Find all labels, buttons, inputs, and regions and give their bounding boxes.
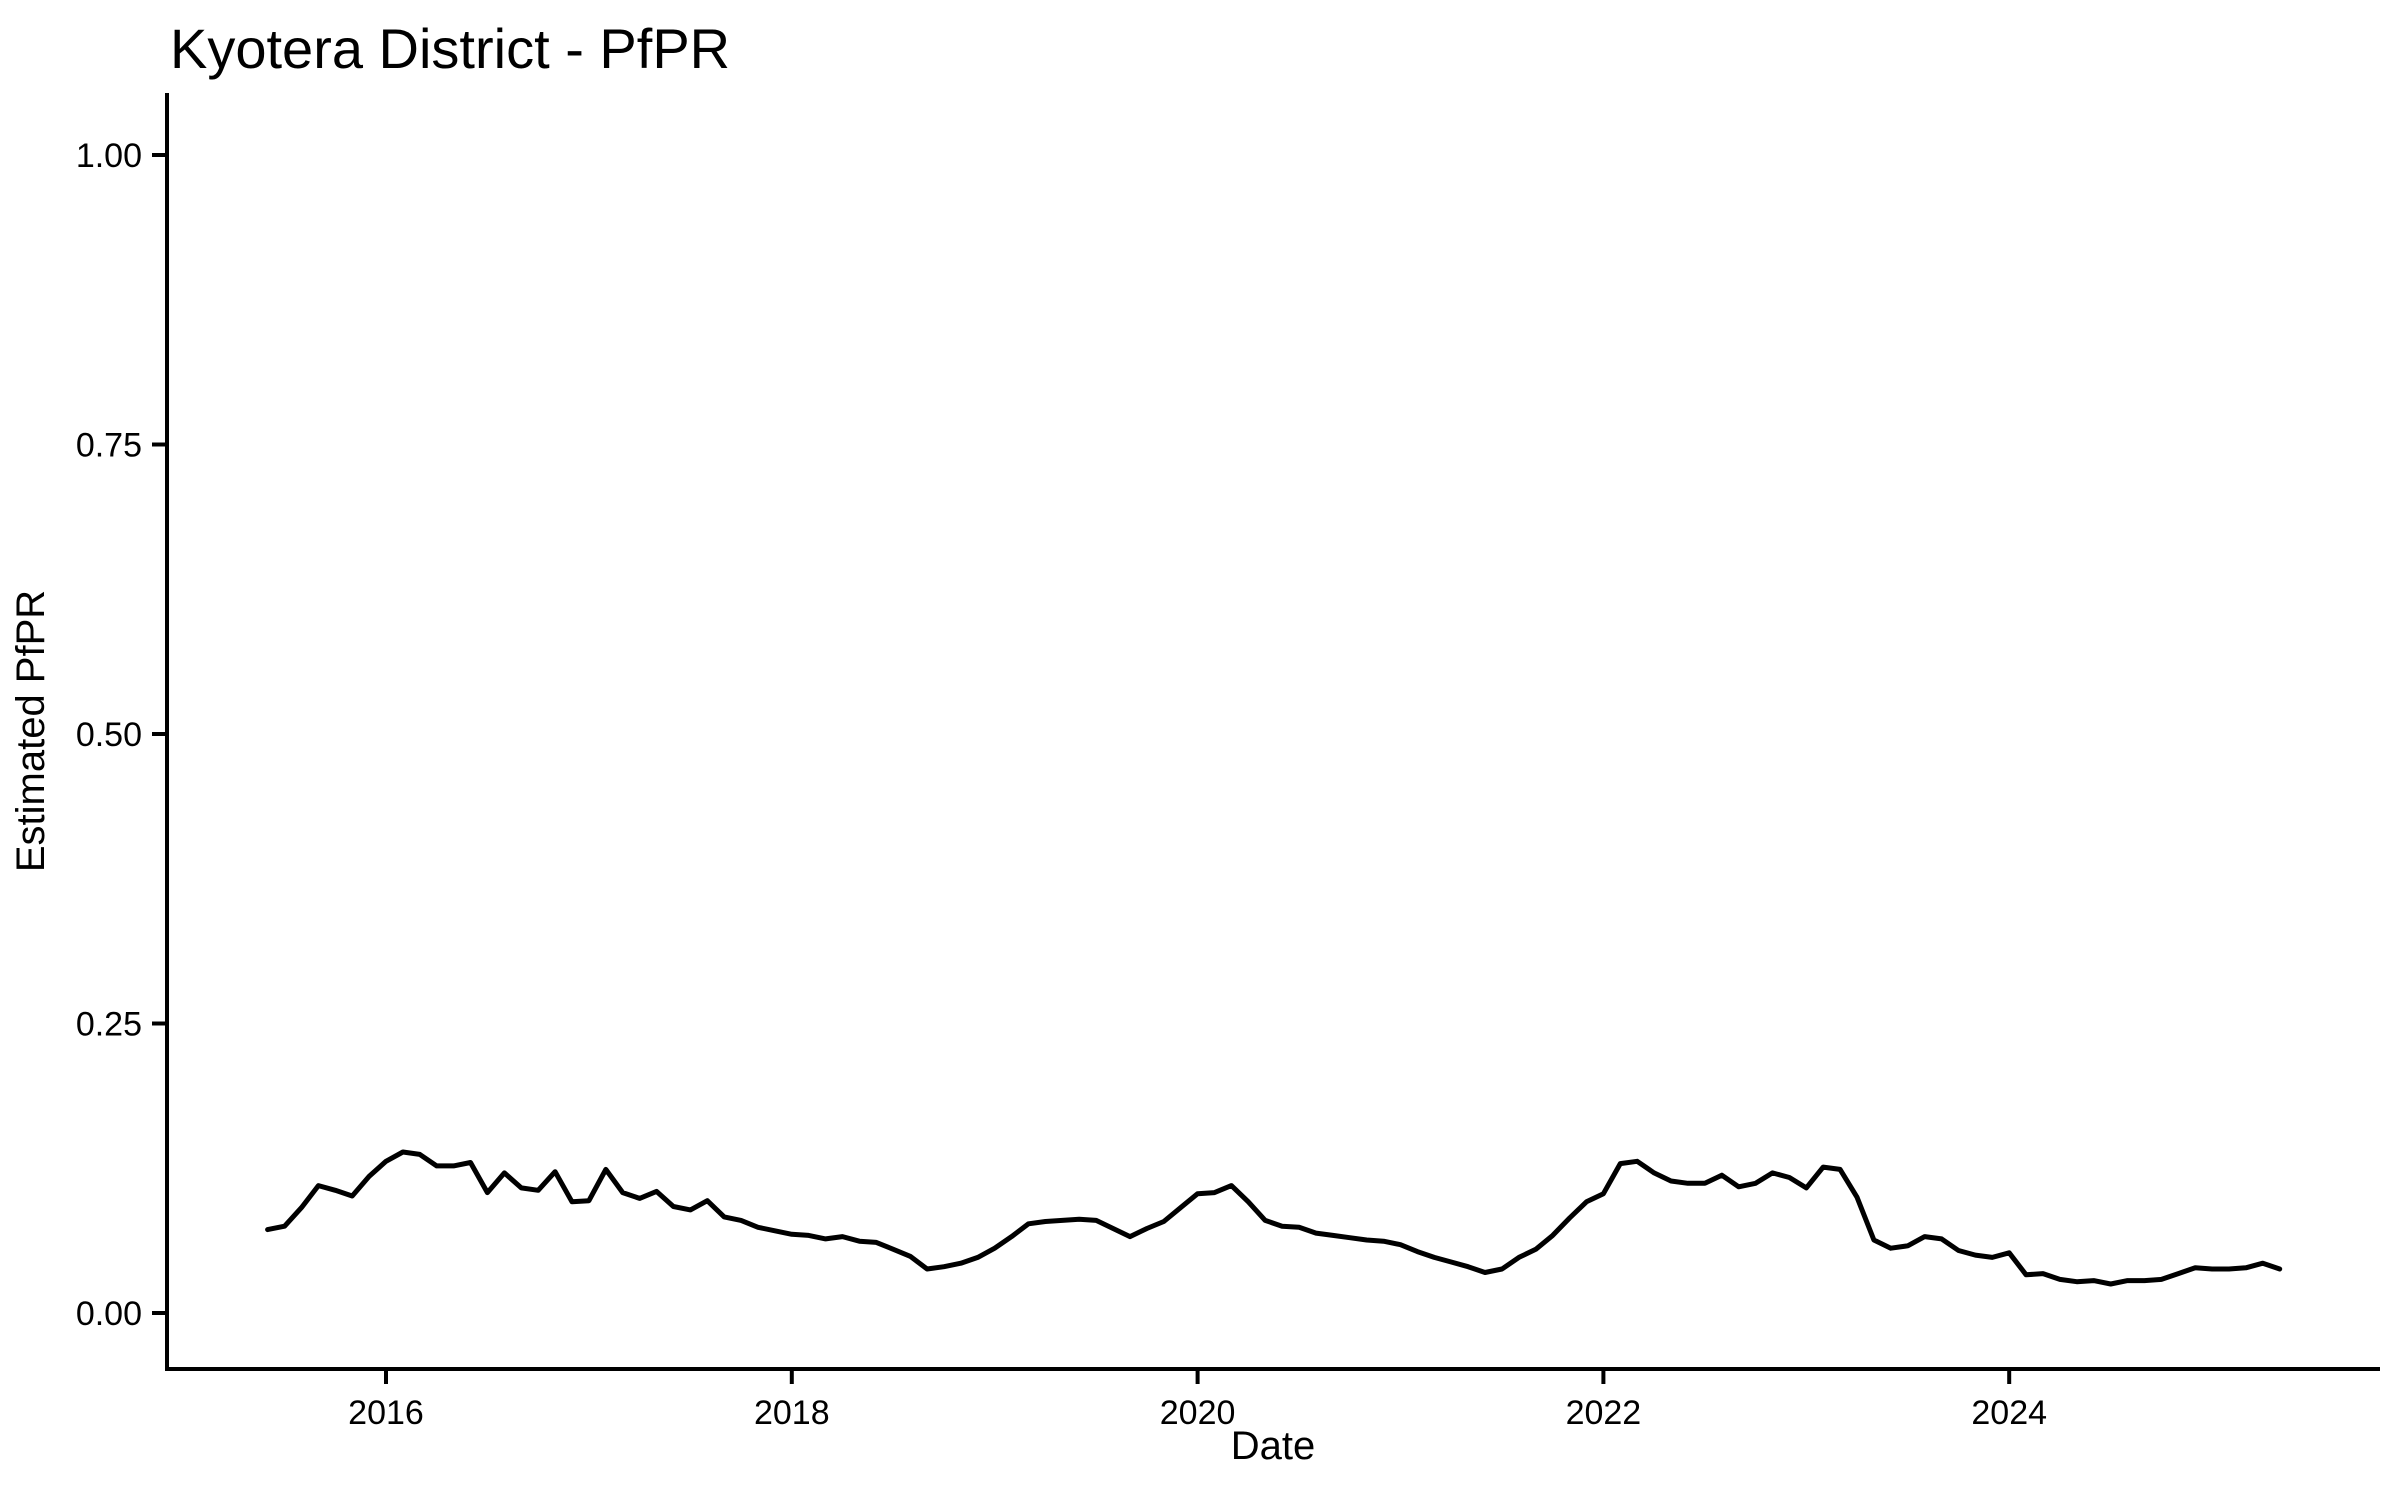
- pfpr-line-series: [265, 1149, 2283, 1287]
- y-tick-label: 0.00: [76, 1295, 142, 1333]
- y-tick-label: 0.50: [76, 716, 142, 754]
- x-tick-label: 2018: [754, 1394, 830, 1432]
- x-axis-title: Date: [1231, 1424, 1316, 1468]
- x-tick-label: 2016: [348, 1394, 424, 1432]
- y-tick-label: 0.25: [76, 1006, 142, 1044]
- x-ticks: 2016 2018 2020 2022 2024: [348, 1369, 2047, 1432]
- y-axis-title: Estimated PfPR: [9, 590, 53, 872]
- x-tick-label: 2020: [1160, 1394, 1236, 1432]
- y-axis: 0.00 0.25 0.50 0.75 1.00: [76, 93, 169, 1371]
- y-ticks: 0.00 0.25 0.50 0.75 1.00: [76, 137, 167, 1333]
- x-tick-label: 2022: [1566, 1394, 1642, 1432]
- y-tick-label: 1.00: [76, 137, 142, 175]
- chart-title: Kyotera District - PfPR: [170, 17, 730, 80]
- x-axis: 2016 2018 2020 2022 2024: [165, 1367, 2380, 1432]
- y-tick-label: 0.75: [76, 427, 142, 465]
- x-tick-label: 2024: [1971, 1394, 2047, 1432]
